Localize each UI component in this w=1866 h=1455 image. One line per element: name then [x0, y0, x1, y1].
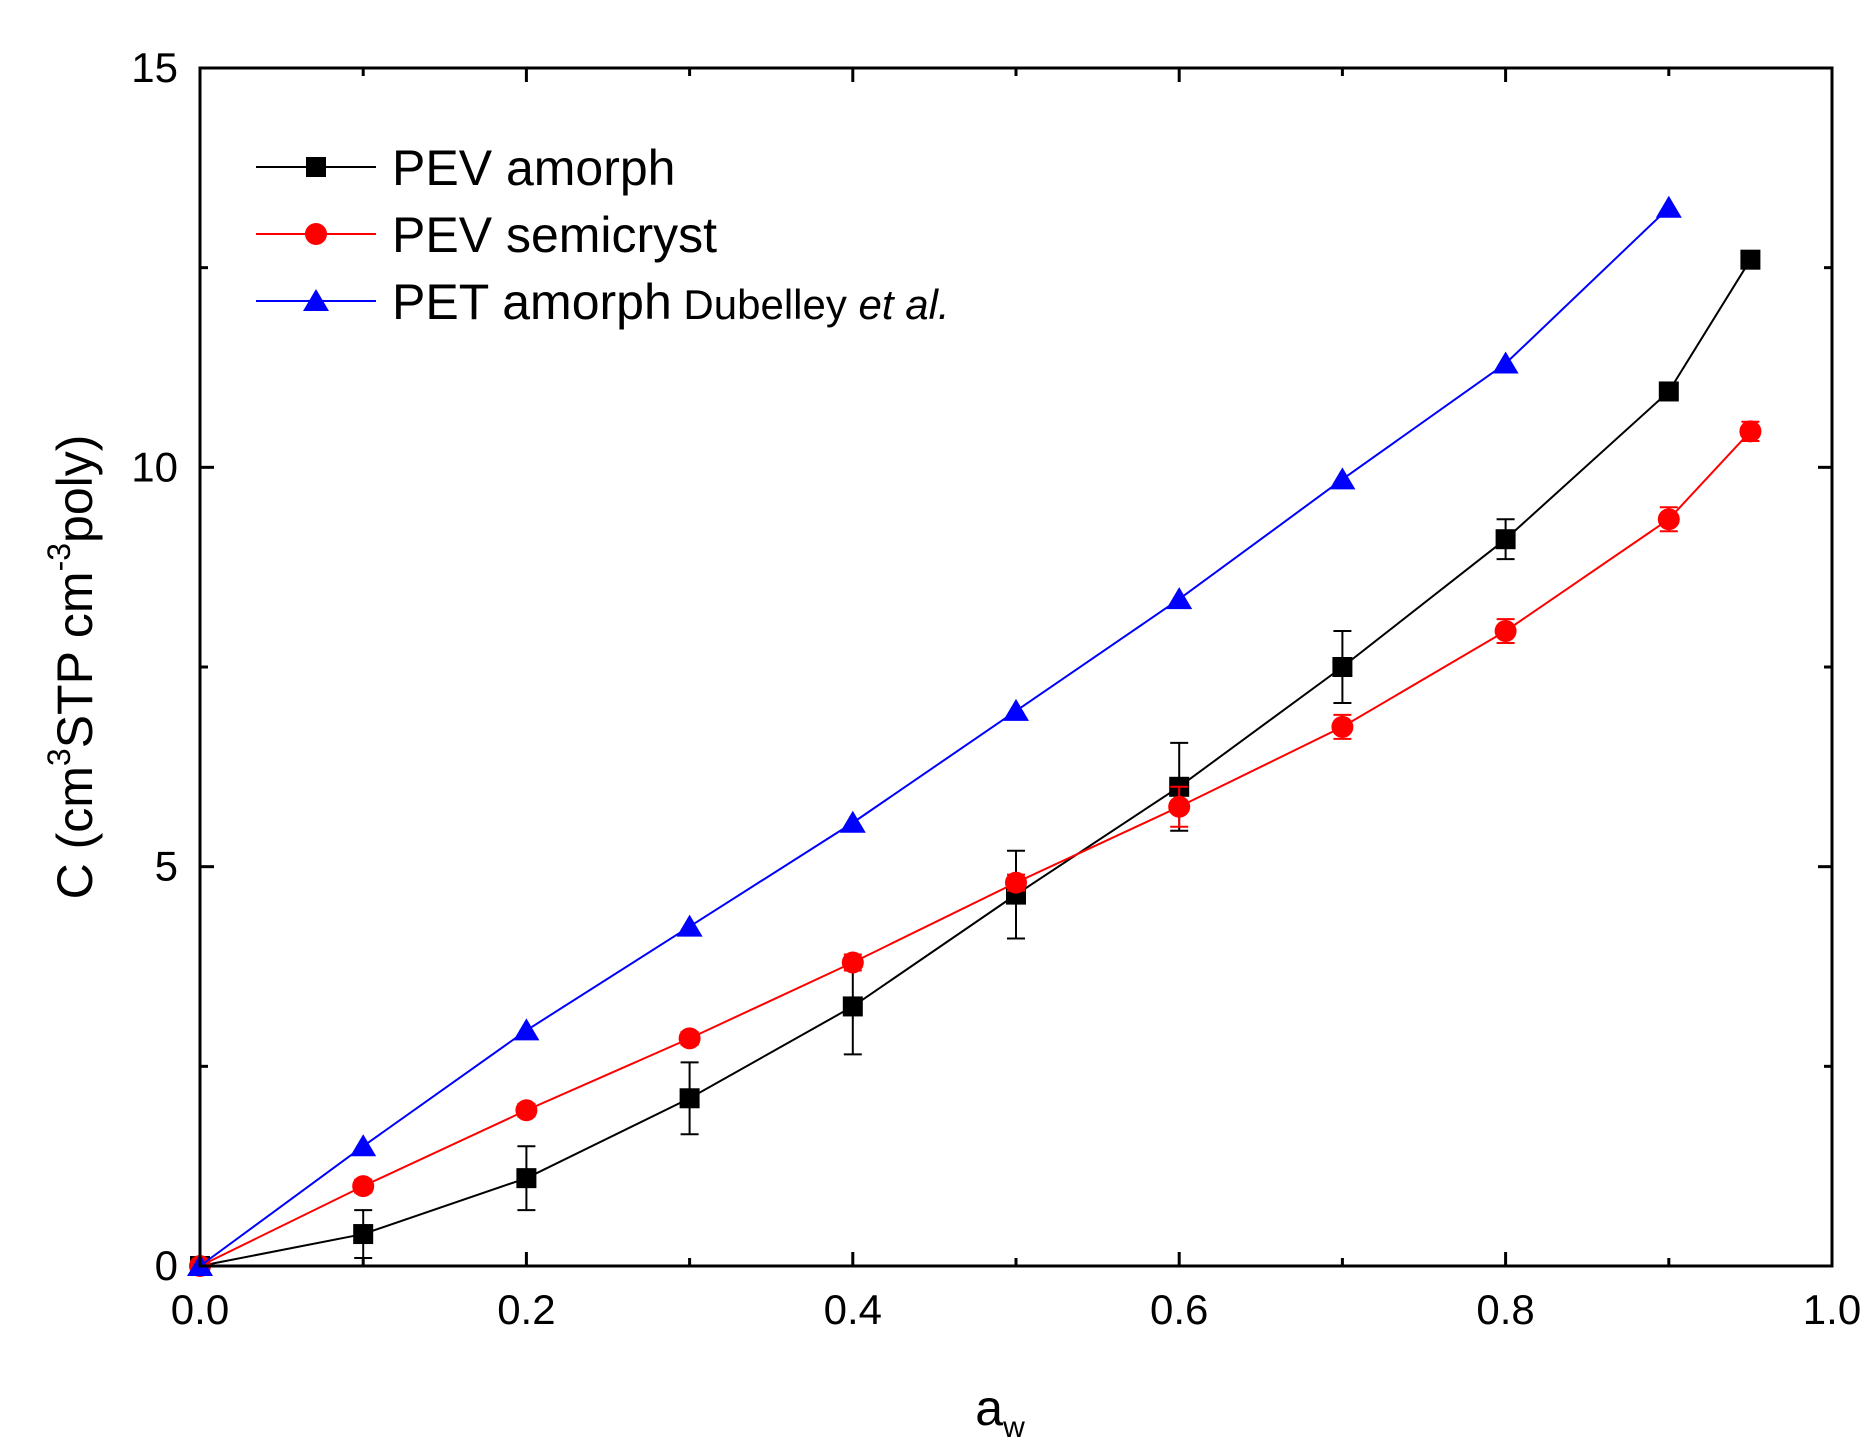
y-axis-label-sup2: -3	[41, 543, 77, 571]
data-point	[1331, 715, 1354, 738]
data-point	[842, 996, 863, 1017]
data-point	[679, 1088, 700, 1109]
data-point	[676, 914, 703, 937]
data-point	[516, 1168, 537, 1189]
y-axis-label-part3: poly)	[47, 435, 103, 543]
data-point	[1655, 195, 1682, 218]
data-point	[1740, 249, 1761, 270]
series-2	[187, 195, 1682, 1276]
data-point	[1166, 587, 1193, 610]
data-point	[1003, 698, 1029, 721]
data-point	[353, 1224, 374, 1245]
x-tick-label: 1.0	[1803, 1286, 1861, 1333]
y-tick-label: 5	[155, 843, 178, 890]
data-point	[515, 1099, 538, 1122]
legend-item-1: PEV semicryst	[256, 207, 717, 263]
data-point	[1332, 657, 1353, 677]
x-axis-label-sub: w	[1002, 1411, 1025, 1444]
x-tick-label: 0.8	[1476, 1286, 1534, 1333]
data-point	[1494, 620, 1517, 643]
data-point	[1168, 795, 1191, 818]
data-point	[1492, 351, 1519, 374]
series-0	[190, 249, 1761, 1276]
legend-marker	[305, 223, 327, 245]
axes: 0.0 0.2 0.4 0.6 0.8 1.0 0 5 10 15	[131, 44, 1861, 1333]
series-line	[199, 207, 1670, 1267]
data-point	[1658, 381, 1679, 402]
x-axis-label: aw	[975, 1380, 1025, 1444]
data-point	[1329, 467, 1356, 490]
legend-item-0: PEV amorph	[256, 140, 675, 196]
plot-area	[187, 195, 1762, 1277]
data-point	[1495, 529, 1516, 550]
y-tick-label: 0	[155, 1242, 178, 1289]
y-axis-label-sup1: 3	[41, 748, 77, 766]
data-point	[352, 1175, 375, 1198]
data-point	[841, 951, 864, 974]
legend-label: PET amorph Dubelley et al.	[392, 274, 950, 330]
x-tick-label: 0.0	[171, 1286, 229, 1333]
data-point	[1657, 508, 1680, 531]
legend: PEV amorph PEV semicryst PET amorph Dubell…	[256, 140, 950, 330]
data-point	[1739, 420, 1762, 443]
y-axis-label-part1: C (cm	[47, 766, 103, 899]
data-point	[839, 810, 866, 833]
x-tick-label: 0.6	[1150, 1286, 1208, 1333]
x-axis-label-main: a	[975, 1380, 1003, 1436]
series-1	[189, 420, 1762, 1277]
legend-item-2: PET amorph Dubelley et al.	[256, 274, 950, 330]
data-point	[1005, 871, 1027, 894]
y-tick-label: 15	[131, 44, 178, 91]
x-tick-label: 0.2	[497, 1286, 555, 1333]
y-tick-label: 10	[131, 443, 178, 490]
data-point	[513, 1018, 540, 1041]
legend-marker	[306, 157, 326, 177]
series-line	[199, 430, 1752, 1267]
data-point	[678, 1027, 701, 1050]
series-line	[199, 259, 1752, 1267]
y-axis-label-part2: STP cm	[47, 571, 103, 748]
data-point	[350, 1134, 377, 1157]
legend-label: PEV amorph	[392, 140, 675, 196]
legend-marker	[303, 289, 329, 311]
y-axis-label: C (cm3STP cm-3poly)	[41, 435, 103, 900]
x-tick-label: 0.4	[824, 1286, 882, 1333]
legend-label: PEV semicryst	[392, 207, 717, 263]
